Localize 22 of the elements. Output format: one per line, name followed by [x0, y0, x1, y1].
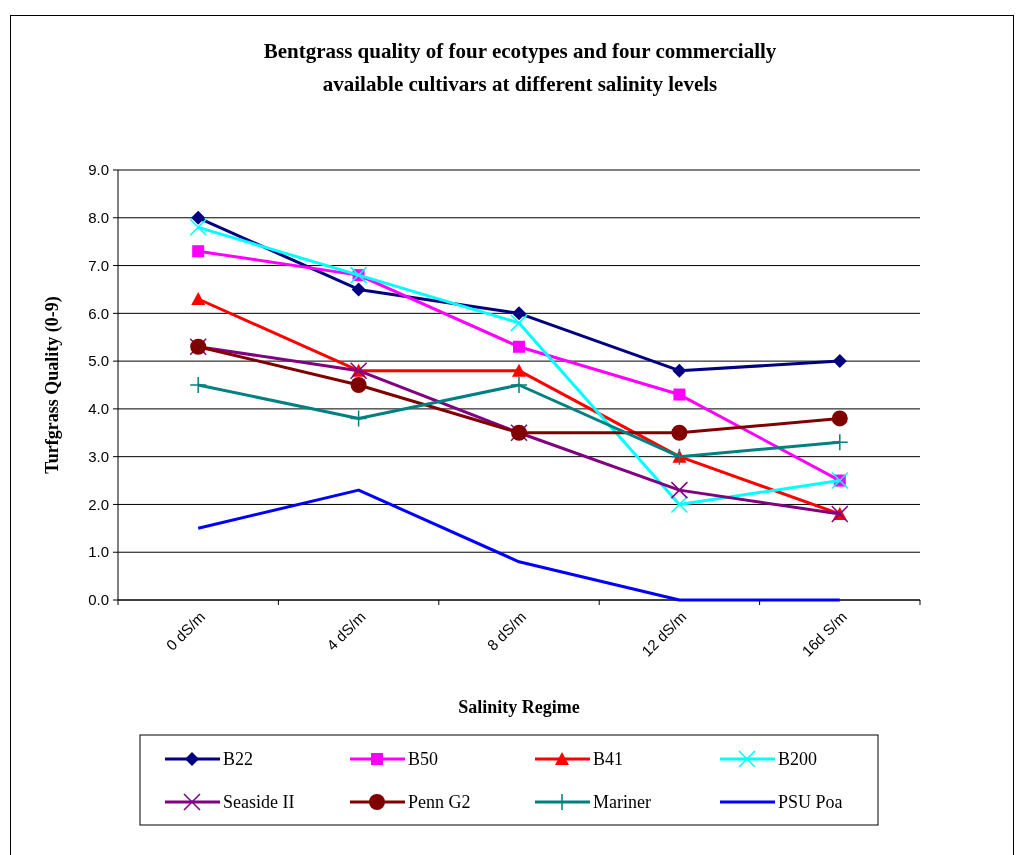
legend-label: Mariner [593, 792, 651, 813]
y-tick-label: 6.0 [88, 304, 109, 322]
legend-label: B22 [223, 749, 254, 770]
y-tick-label: 7.0 [88, 256, 109, 274]
legend-label: B50 [408, 749, 439, 770]
legend-label: B200 [778, 749, 818, 770]
y-tick-label: 1.0 [88, 543, 109, 561]
y-tick-label: 4.0 [88, 400, 109, 418]
y-tick-label: 9.0 [88, 161, 109, 179]
y-tick-label: 5.0 [88, 352, 109, 370]
legend-label: Seaside II [223, 792, 295, 813]
legend-label: B41 [593, 749, 624, 770]
y-tick-label: 8.0 [88, 209, 109, 227]
y-axis-title: Turfgrass Quality (0-9) [42, 296, 63, 474]
legend-label: PSU Poa [778, 792, 843, 813]
x-tick-label: 16d S/m [798, 608, 850, 660]
chart-title: Bentgrass quality of four ecotypes and four commercially available cultivars at different salinity levels [263, 39, 777, 96]
y-tick-label: 3.0 [88, 447, 109, 465]
x-axis-title: Salinity Regime [458, 697, 580, 717]
y-tick-label: 2.0 [88, 495, 109, 513]
legend-label: Penn G2 [408, 792, 471, 813]
y-tick-label: 0.0 [88, 591, 109, 609]
